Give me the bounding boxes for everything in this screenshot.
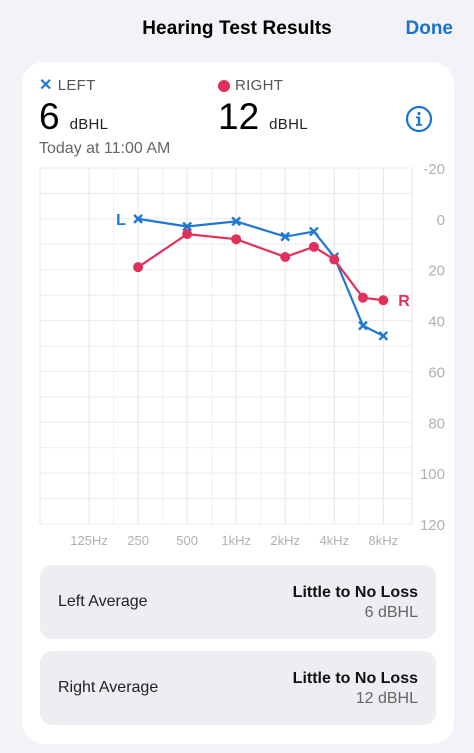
- x-tick-label: 2kHz: [270, 533, 300, 548]
- left-average-result: Little to No Loss: [292, 584, 418, 601]
- right-average-row[interactable]: Right Average Little to No Loss 12 dBHL: [40, 651, 436, 725]
- right-point: [231, 234, 242, 245]
- navigation-bar: Hearing Test Results Done: [0, 0, 474, 60]
- y-tick-label: 0: [437, 212, 445, 229]
- right-point: [357, 292, 368, 303]
- left-point: [378, 330, 389, 341]
- left-point: [133, 214, 143, 224]
- page-title: Hearing Test Results: [142, 18, 332, 39]
- right-point: [133, 262, 144, 273]
- left-legend-label: LEFT: [57, 77, 96, 94]
- series-line-r: [137, 232, 384, 302]
- left-point: [309, 226, 319, 237]
- audiogram-chart: -20 0 20 40 60 80 100 120 125Hz 250 500 1kHz 2kHz 4kH…: [39, 161, 445, 548]
- info-circle-icon[interactable]: [405, 105, 433, 133]
- y-tick-label: 80: [428, 415, 445, 432]
- left-value: 6 dBHL: [39, 96, 108, 138]
- x-tick-label: 500: [176, 533, 198, 548]
- right-average-label: Right Average: [58, 679, 159, 696]
- test-timestamp: Today at 11:00 AM: [39, 140, 171, 157]
- x-tick-label: 250: [127, 533, 149, 548]
- right-point: [182, 229, 193, 240]
- right-point: [280, 252, 291, 262]
- left-average-row[interactable]: Left Average Little to No Loss 6 dBHL: [40, 565, 436, 639]
- left-value-unit: dBHL: [69, 116, 109, 133]
- done-button[interactable]: Done: [405, 18, 454, 39]
- right-point: [329, 254, 340, 265]
- right-average-result: Little to No Loss: [292, 670, 418, 687]
- series-label-left: L: [116, 212, 126, 229]
- right-point: [308, 241, 319, 252]
- y-tick-label: 120: [420, 517, 445, 534]
- left-point: [182, 221, 192, 232]
- right-value-number: 12: [218, 96, 260, 137]
- y-tick-label: 60: [428, 364, 445, 381]
- left-point: [280, 231, 291, 242]
- left-legend: ✕ LEFT: [39, 77, 96, 94]
- left-point: [231, 216, 242, 227]
- right-legend-label: RIGHT: [235, 77, 284, 94]
- x-tick-label: 1kHz: [221, 533, 251, 548]
- x-tick-label: 8kHz: [368, 533, 398, 548]
- series-label-right: R: [398, 293, 410, 310]
- left-point: [358, 320, 368, 331]
- dot-icon: [218, 80, 230, 93]
- y-tick-label: -20: [423, 161, 445, 178]
- y-tick-label: 40: [428, 314, 445, 331]
- left-average-label: Left Average: [58, 593, 148, 610]
- cross-icon: ✕: [39, 77, 53, 95]
- left-value-number: 6: [39, 96, 60, 137]
- series-line-l: [137, 217, 384, 337]
- right-value: 12 dBHL: [218, 96, 308, 138]
- right-value-unit: dBHL: [269, 116, 308, 133]
- y-tick-label: 100: [420, 466, 445, 483]
- right-average-value: 12 dBHL: [355, 690, 418, 707]
- right-point: [378, 295, 389, 306]
- left-average-value: 6 dBHL: [364, 604, 418, 621]
- y-tick-label: 20: [428, 263, 445, 280]
- x-tick-label: 125Hz: [70, 533, 108, 548]
- x-tick-label: 4kHz: [319, 533, 349, 548]
- right-legend: RIGHT: [218, 77, 283, 94]
